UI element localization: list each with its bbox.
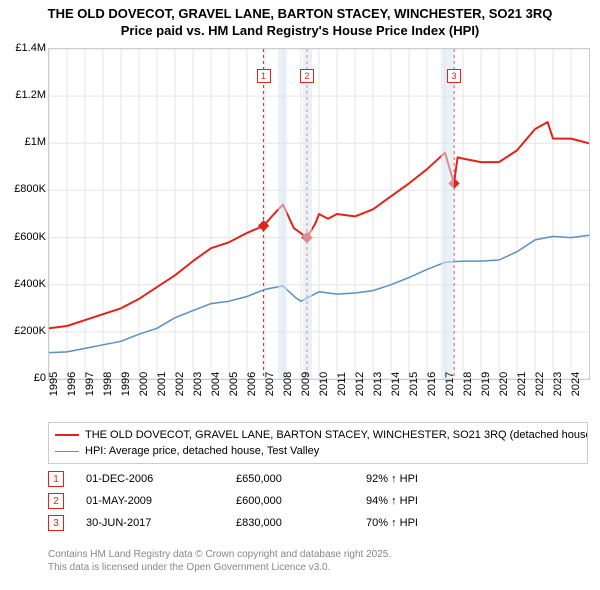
legend-label: THE OLD DOVECOT, GRAVEL LANE, BARTON STA…	[85, 429, 588, 441]
y-tick-label: £1M	[2, 136, 46, 148]
x-tick-label: 2011	[336, 372, 348, 396]
x-tick-label: 2021	[516, 372, 528, 396]
x-tick-label: 2019	[480, 372, 492, 396]
x-tick-label: 2005	[228, 372, 240, 396]
x-tick-label: 1998	[102, 372, 114, 396]
sale-pct: 94% ↑ HPI	[366, 495, 588, 507]
x-tick-label: 2008	[282, 372, 294, 396]
sale-marker-box: 2	[300, 69, 314, 83]
x-tick-label: 2017	[444, 372, 456, 396]
sale-date: 01-MAY-2009	[86, 495, 236, 507]
chart-plot-area: 1 2 3	[48, 48, 590, 380]
x-tick-label: 2022	[534, 372, 546, 396]
x-tick-label: 2003	[192, 372, 204, 396]
x-tick-label: 2014	[390, 372, 402, 396]
legend-row: THE OLD DOVECOT, GRAVEL LANE, BARTON STA…	[55, 427, 581, 443]
sales-table: 1 01-DEC-2006£650,00092% ↑ HPI 2 01-MAY-200…	[48, 468, 588, 534]
x-tick-label: 2010	[318, 372, 330, 396]
legend-box: THE OLD DOVECOT, GRAVEL LANE, BARTON STA…	[48, 422, 588, 464]
attribution-line1: Contains HM Land Registry data © Crown c…	[48, 548, 588, 561]
title-line2: Price paid vs. HM Land Registry's House …	[0, 23, 600, 40]
sale-date: 30-JUN-2017	[86, 517, 236, 529]
x-tick-label: 1999	[120, 372, 132, 396]
x-tick-label: 2004	[210, 372, 222, 396]
x-tick-label: 2007	[264, 372, 276, 396]
shade-band	[303, 49, 312, 379]
shade-band	[278, 49, 287, 379]
y-tick-label: £200K	[2, 325, 46, 337]
x-tick-label: 2012	[354, 372, 366, 396]
x-tick-label: 1995	[48, 372, 60, 396]
sale-price: £830,000	[236, 517, 366, 529]
x-tick-label: 2024	[570, 372, 582, 396]
sale-pct: 92% ↑ HPI	[366, 473, 588, 485]
x-tick-label: 2018	[462, 372, 474, 396]
x-tick-label: 2001	[156, 372, 168, 396]
x-tick-label: 1996	[66, 372, 78, 396]
sale-pct: 70% ↑ HPI	[366, 517, 588, 529]
y-tick-label: £400K	[2, 278, 46, 290]
legend-swatch	[55, 451, 79, 452]
x-tick-label: 2020	[498, 372, 510, 396]
x-tick-label: 2009	[300, 372, 312, 396]
y-tick-label: £1.2M	[2, 89, 46, 101]
sale-row-marker: 1	[48, 471, 64, 487]
sale-row: 3 30-JUN-2017£830,00070% ↑ HPI	[48, 512, 588, 534]
shade-band	[441, 49, 454, 379]
sale-price: £650,000	[236, 473, 366, 485]
x-tick-label: 2016	[426, 372, 438, 396]
x-tick-label: 2015	[408, 372, 420, 396]
x-tick-label: 2000	[138, 372, 150, 396]
sale-row: 1 01-DEC-2006£650,00092% ↑ HPI	[48, 468, 588, 490]
sale-row-marker: 2	[48, 493, 64, 509]
legend-row: HPI: Average price, detached house, Test…	[55, 443, 581, 459]
chart-svg	[49, 49, 589, 379]
attribution-line2: This data is licensed under the Open Gov…	[48, 561, 588, 574]
x-axis-labels: 1995199619971998199920002001200220032004…	[48, 380, 588, 420]
legend-label: HPI: Average price, detached house, Test…	[85, 445, 319, 457]
y-tick-label: £800K	[2, 183, 46, 195]
x-tick-label: 2002	[174, 372, 186, 396]
y-tick-label: £0	[2, 372, 46, 384]
sale-price: £600,000	[236, 495, 366, 507]
chart-title: THE OLD DOVECOT, GRAVEL LANE, BARTON STA…	[0, 0, 600, 40]
legend-swatch	[55, 434, 79, 436]
title-line1: THE OLD DOVECOT, GRAVEL LANE, BARTON STA…	[0, 6, 600, 23]
sale-marker-box: 1	[257, 69, 271, 83]
x-tick-label: 2013	[372, 372, 384, 396]
x-tick-label: 1997	[84, 372, 96, 396]
x-tick-label: 2006	[246, 372, 258, 396]
y-tick-label: £1.4M	[2, 42, 46, 54]
sale-row-marker: 3	[48, 515, 64, 531]
x-tick-label: 2023	[552, 372, 564, 396]
attribution-text: Contains HM Land Registry data © Crown c…	[48, 548, 588, 574]
sale-date: 01-DEC-2006	[86, 473, 236, 485]
y-axis-labels: £0£200K£400K£600K£800K£1M£1.2M£1.4M	[0, 48, 46, 378]
y-tick-label: £600K	[2, 231, 46, 243]
sale-row: 2 01-MAY-2009£600,00094% ↑ HPI	[48, 490, 588, 512]
sale-marker-box: 3	[447, 69, 461, 83]
